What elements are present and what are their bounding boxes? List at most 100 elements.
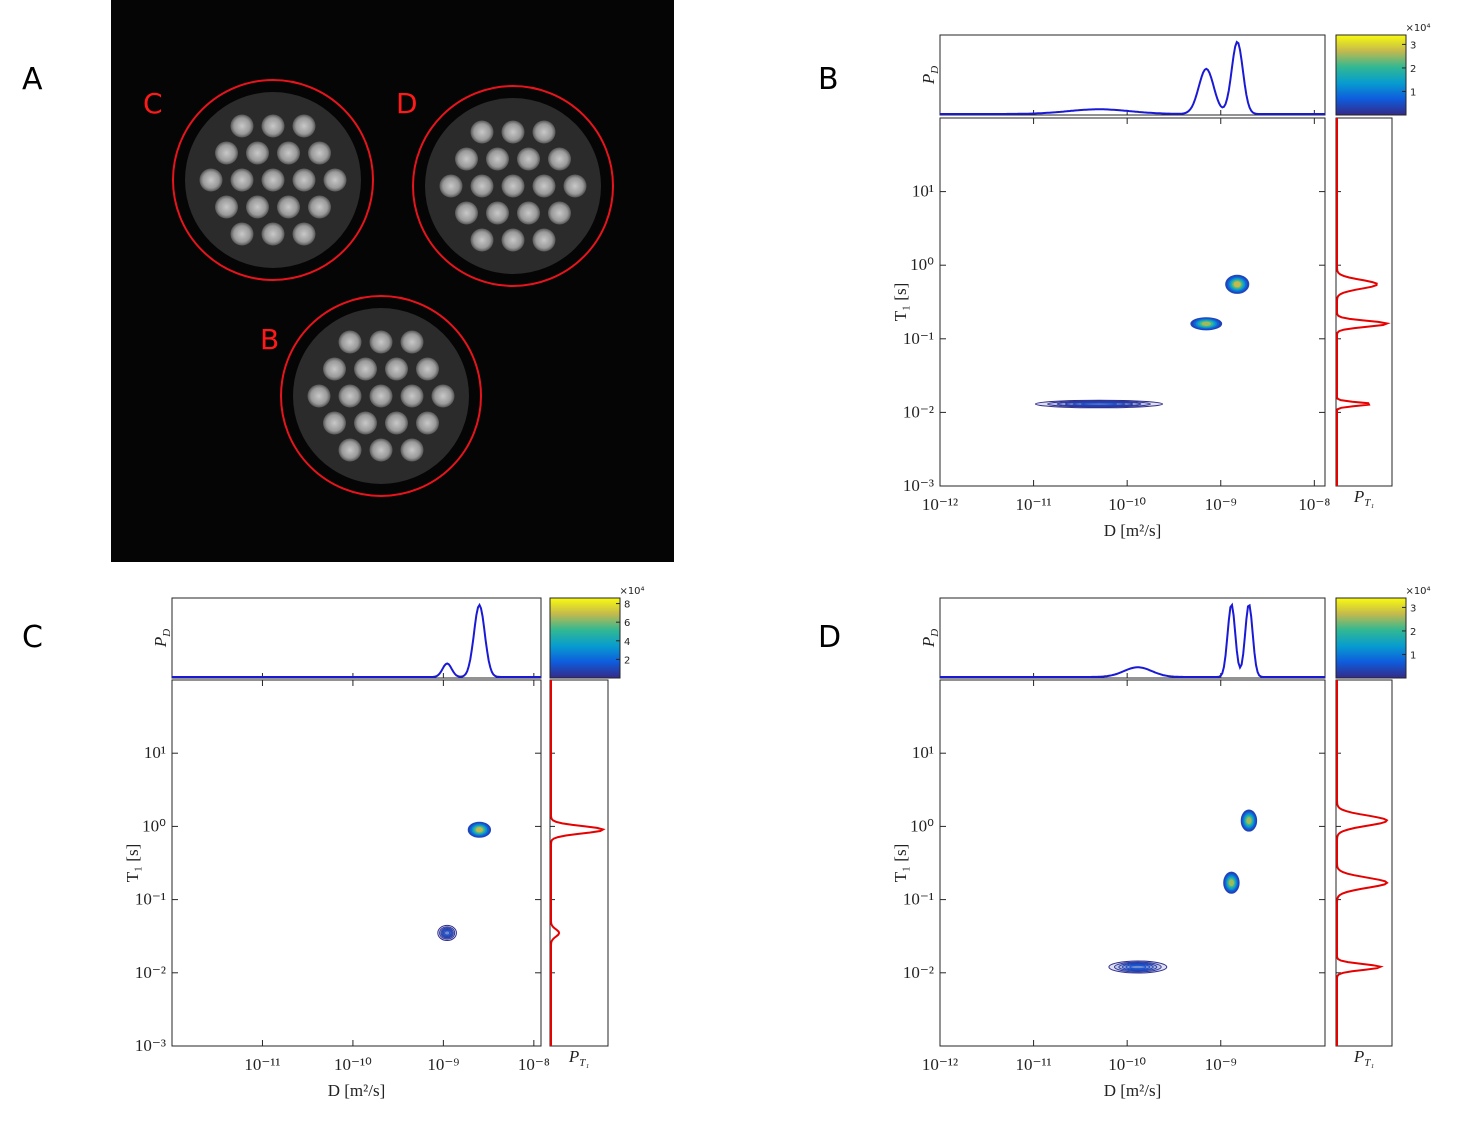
x-tick-label: 10⁻¹¹ [1015,495,1051,514]
peak-contour [444,930,451,936]
x-tick-label: 10⁻⁸ [518,1055,550,1074]
rod [532,120,556,144]
rod [532,174,556,198]
region-label: D [396,87,418,120]
peak-contour [1201,321,1212,326]
rod [292,222,316,246]
rod [486,201,509,225]
colorbar-tick-label: 8 [624,600,630,611]
rod [369,438,393,462]
rod [455,201,478,225]
rod [215,141,238,165]
x-tick-label: 10⁻¹⁰ [1108,495,1146,514]
top-axes [939,34,1326,116]
y-tick-label: 10⁻² [903,402,934,421]
panel-label: D [818,620,841,655]
rod [385,411,408,435]
colorbar-scale: ×10⁴ [1405,586,1430,597]
x-tick-label: 10⁻⁹ [1205,1055,1237,1074]
y-tick-label: 10⁰ [910,255,934,274]
top-y-label-sub: D [929,629,941,638]
top-y-label: PD [151,629,173,648]
rod [416,357,439,381]
y-tick-label: 10⁻³ [903,476,934,495]
top-y-label-main: P [919,74,938,85]
rod [517,147,540,171]
colorbar-tick-label: 3 [1410,603,1416,614]
marginal-t1 [1336,680,1389,1046]
right-x-label: PT₁ [1353,487,1375,509]
y-axis-label: T₁ [s] [891,844,910,883]
rod [199,168,223,192]
right-x-label-main: P [1353,487,1364,506]
top-y-label-sub: D [929,66,941,75]
panel-label: C [22,620,43,655]
rod [563,174,587,198]
colorbar-tick-label: 2 [1410,64,1416,75]
main-axes [171,679,542,1047]
x-tick-label: 10⁻¹² [922,1055,958,1074]
y-axis-label: T₁ [s] [891,283,910,322]
right-x-label-sub: T₁ [1364,1057,1374,1069]
x-tick-label: 10⁻¹¹ [1015,1055,1051,1074]
rod [501,120,525,144]
peak-contour [1129,964,1147,970]
main-axes [939,117,1326,487]
marginal-t1 [1336,118,1391,486]
peak-contour [1233,281,1241,288]
peak-contour [475,827,483,833]
rod [230,114,254,138]
marginal-d [940,40,1325,115]
region-outline [412,85,614,287]
rod [215,195,238,219]
region-label: C [143,87,163,120]
rod [369,330,393,354]
y-tick-label: 10¹ [912,743,934,762]
rod [439,174,463,198]
right-x-label-main: P [568,1047,579,1066]
rod [323,411,346,435]
y-tick-label: 10¹ [144,743,166,762]
rod [400,330,424,354]
x-axis-label: D [m²/s] [1104,1081,1162,1100]
rod [246,141,269,165]
y-tick-label: 10⁰ [142,816,166,835]
colorbar [1335,597,1407,679]
region-outline [172,79,374,281]
top-y-label-main: P [919,637,938,648]
y-axis-label: T₁ [s] [123,844,142,883]
rod [246,195,269,219]
rod [338,438,362,462]
right-x-label: PT₁ [1353,1047,1375,1069]
y-tick-label: 10⁻² [135,963,166,982]
x-tick-label: 10⁻⁹ [1205,495,1237,514]
rod [308,141,331,165]
rod [501,228,525,252]
marginal-t1 [550,680,606,1046]
right-x-label-sub: T₁ [1364,497,1374,509]
y-tick-label: 10⁻³ [135,1036,166,1055]
main-axes [939,679,1326,1047]
colorbar [1335,34,1407,116]
x-axis-label: D [m²/s] [328,1081,386,1100]
rod [308,195,331,219]
colorbar-tick-label: 3 [1410,40,1416,51]
rod [470,174,494,198]
peak-contour [1228,879,1235,887]
right-x-label: PT₁ [568,1047,590,1069]
rod [277,195,300,219]
colorbar [549,597,621,679]
marginal-d [940,602,1325,678]
rod [369,384,393,408]
rod [292,168,316,192]
rod [470,120,494,144]
panel-label: B [818,62,839,97]
colorbar-tick-label: 2 [624,655,630,666]
y-tick-label: 10⁻¹ [903,890,934,909]
rod [416,411,439,435]
rod [338,384,362,408]
rod [354,411,377,435]
rod [532,228,556,252]
right-axes [549,679,609,1047]
colorbar-tick-label: 1 [1410,87,1416,98]
